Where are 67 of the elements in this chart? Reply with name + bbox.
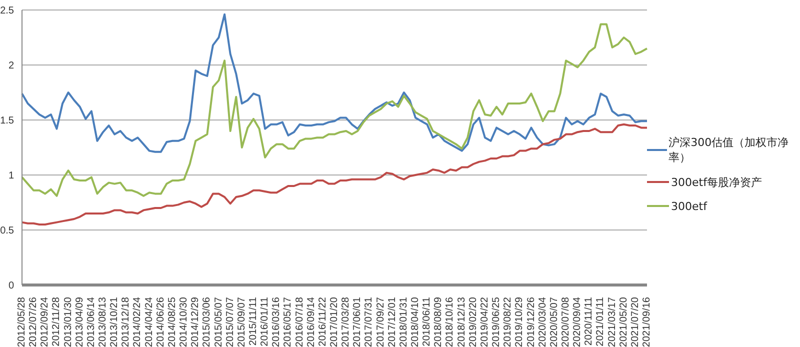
x-tick-label: 2021/09/16	[642, 296, 652, 347]
line-series	[21, 23, 648, 197]
legend-label: 300etf每股净资产	[671, 174, 762, 190]
x-tick-label: 2020/09/04	[572, 296, 584, 347]
x-tick-label: 2016/09/14	[306, 296, 317, 347]
x-tick-label: 2020/03/04	[537, 296, 548, 347]
x-tick-label: 2018/04/10	[410, 296, 422, 347]
x-tick-label: 2015/09/07	[236, 296, 248, 347]
x-tick-label: 2018/12/13	[456, 296, 468, 347]
x-tick-label: 2021/05/20	[618, 296, 630, 347]
x-tick-label: 2016/01/11	[260, 296, 271, 346]
x-tick-label: 2015/03/06	[202, 296, 213, 347]
x-tick-label: 2019/04/22	[479, 296, 490, 347]
x-tick-label: 2013/01/30	[62, 296, 74, 347]
x-tick-label: 2019/10/29	[514, 296, 526, 347]
x-tick-label: 2016/11/22	[317, 296, 328, 346]
x-tick-label: 2012/09/24	[40, 296, 51, 347]
legend-label: 沪深300估值（加权市净率）	[668, 134, 790, 164]
x-tick-label: 2018/06/11	[422, 296, 433, 346]
x-tick-label: 2013/12/18	[120, 296, 132, 347]
y-tick-label: 1.5	[0, 116, 14, 127]
y-tick-label: 1	[8, 170, 14, 182]
x-tick-label: 2020/07/08	[560, 296, 572, 347]
x-tick-label: 2015/05/07	[213, 296, 224, 347]
x-tick-label: 2017/12/01	[386, 296, 398, 347]
x-tick-label: 2018/01/31	[398, 296, 410, 347]
x-tick-label: 2014/02/24	[132, 296, 144, 347]
x-tick-label: 2019/08/22	[502, 296, 514, 347]
line-series	[21, 123, 648, 226]
x-tick-label: 2020/11/11	[584, 296, 595, 346]
y-tick-label: 2.5	[0, 6, 14, 17]
x-tick-label: 2018/10/16	[444, 296, 456, 347]
x-tick-label: 2019/06/25	[491, 296, 502, 347]
x-tick-label: 2021/03/17	[606, 296, 618, 347]
x-tick-label: 2018/08/09	[433, 296, 444, 347]
x-tick-label: 2012/11/28	[51, 296, 62, 346]
x-tick-label: 2013/06/14	[86, 296, 97, 347]
x-tick-label: 2016/07/18	[294, 296, 306, 347]
x-tick-label: 2017/06/01	[352, 296, 364, 347]
x-tick-label: 2012/05/28	[16, 296, 28, 347]
x-tick-label: 2014/04/24	[144, 296, 155, 347]
x-tick-label: 2016/03/16	[271, 296, 282, 347]
x-tick-label: 2014/08/25	[166, 296, 178, 347]
legend-label: 300etf	[671, 200, 707, 212]
x-tick-label: 2020/05/07	[548, 296, 560, 347]
x-tick-label: 2016/05/17	[282, 296, 294, 347]
x-tick-label: 2017/09/27	[375, 296, 386, 347]
x-tick-label: 2014/10/30	[178, 296, 190, 347]
x-tick-label: 2017/01/20	[329, 296, 340, 347]
x-tick-label: 2015/11/11	[248, 296, 259, 346]
x-tick-label: 2013/04/09	[74, 296, 86, 347]
x-tick-label: 2013/08/13	[98, 296, 109, 347]
x-tick-label: 2021/07/20	[630, 296, 641, 347]
x-tick-label: 2012/07/26	[28, 296, 40, 347]
x-tick-label: 2019/02/20	[468, 296, 479, 347]
x-tick-label: 2013/10/21	[109, 296, 120, 347]
y-tick-label: 2	[8, 60, 14, 72]
x-tick-label: 2021/01/11	[595, 296, 606, 346]
x-tick-label: 2017/07/31	[364, 296, 375, 347]
line-series	[21, 13, 648, 153]
x-tick-label: 2019/12/26	[526, 296, 537, 347]
x-tick-label: 2015/07/07	[224, 296, 236, 347]
x-tick-label: 2014/12/29	[190, 296, 202, 347]
x-tick-label: 2017/03/28	[340, 296, 352, 347]
y-tick-label: 0	[8, 280, 14, 292]
y-tick-label: 0.5	[0, 226, 14, 237]
x-tick-label: 2014/06/26	[155, 296, 166, 347]
